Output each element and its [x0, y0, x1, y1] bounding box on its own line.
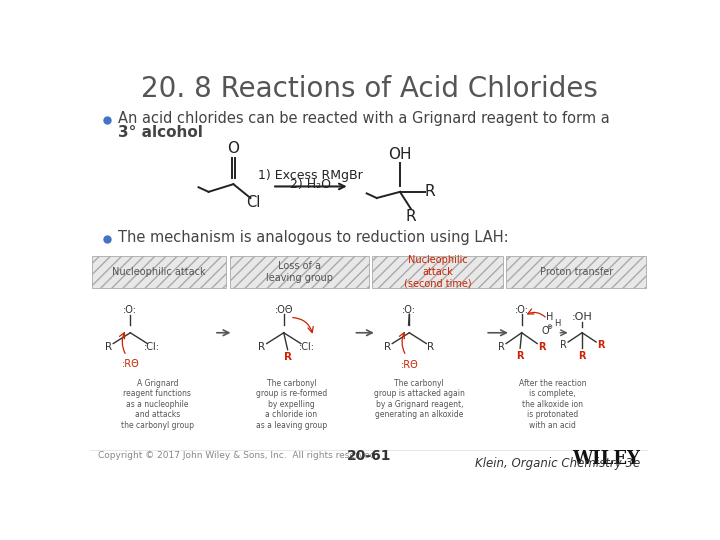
Text: :Cl:: :Cl: [299, 342, 315, 352]
Text: The carbonyl
group is attacked again
by a Grignard reagent,
generating an alkoxi: The carbonyl group is attacked again by … [374, 379, 465, 419]
Text: After the reaction
is complete,
the alkoxide ion
is protonated
with an acid: After the reaction is complete, the alko… [519, 379, 586, 429]
Text: The mechanism is analogous to reduction using LAH:: The mechanism is analogous to reduction … [118, 230, 508, 245]
Text: :Cl:: :Cl: [144, 342, 160, 352]
Text: Copyright © 2017 John Wiley & Sons, Inc.  All rights reserved.: Copyright © 2017 John Wiley & Sons, Inc.… [98, 451, 378, 461]
Text: R: R [538, 342, 546, 352]
Text: WILEY: WILEY [572, 450, 640, 468]
Text: R: R [597, 340, 605, 350]
Text: :OΘ: :OΘ [274, 305, 293, 315]
Text: R: R [424, 184, 435, 199]
Text: A Grignard
reagent functions
as a nucleophile
and attacks
the carbonyl group: A Grignard reagent functions as a nucleo… [121, 379, 194, 429]
Bar [506, 256, 647, 288]
Text: R: R [284, 353, 292, 362]
Text: OH: OH [388, 147, 412, 163]
Text: :OH: :OH [572, 312, 593, 322]
Text: :RΘ: :RΘ [400, 360, 418, 370]
Bar [230, 256, 369, 288]
Text: Nucleophilic attack: Nucleophilic attack [112, 267, 206, 277]
Text: 3° alcohol: 3° alcohol [118, 125, 203, 140]
Text: 2) H₂O: 2) H₂O [290, 178, 331, 191]
Text: Proton transfer: Proton transfer [540, 267, 613, 277]
Bar [372, 256, 503, 288]
Text: R: R [258, 342, 266, 352]
Bar [91, 256, 226, 288]
Text: :RΘ: :RΘ [122, 359, 139, 369]
Text: H: H [546, 312, 553, 322]
Text: R: R [428, 342, 435, 352]
Text: R: R [405, 209, 416, 224]
Text: R: R [560, 340, 567, 350]
Text: Loss of a
leaving group: Loss of a leaving group [266, 261, 333, 283]
Text: R: R [105, 342, 112, 352]
Text: :O:: :O: [123, 305, 138, 315]
Text: O: O [228, 141, 239, 156]
Text: Cl: Cl [246, 195, 261, 210]
Text: ⊕: ⊕ [546, 323, 552, 329]
Text: :O:: :O: [402, 305, 416, 315]
Text: Nucleophilic
attack
(second time): Nucleophilic attack (second time) [404, 255, 472, 288]
Text: H: H [554, 319, 560, 328]
Text: :O:: :O: [515, 305, 528, 315]
Text: R: R [498, 342, 505, 352]
Text: O: O [542, 326, 549, 336]
Text: 20. 8 Reactions of Acid Chlorides: 20. 8 Reactions of Acid Chlorides [140, 76, 598, 104]
Text: R: R [384, 342, 391, 352]
Text: An acid chlorides can be reacted with a Grignard reagent to form a: An acid chlorides can be reacted with a … [118, 111, 610, 126]
Text: R: R [516, 351, 524, 361]
Text: Klein, Organic Chemistry 3e: Klein, Organic Chemistry 3e [475, 457, 640, 470]
Text: The carbonyl
group is re-formed
by expelling
a chloride ion
as a leaving group: The carbonyl group is re-formed by expel… [256, 379, 327, 429]
Text: 20-61: 20-61 [347, 449, 391, 463]
Text: 1) Excess RMgBr: 1) Excess RMgBr [258, 169, 364, 182]
Text: R: R [578, 351, 586, 361]
